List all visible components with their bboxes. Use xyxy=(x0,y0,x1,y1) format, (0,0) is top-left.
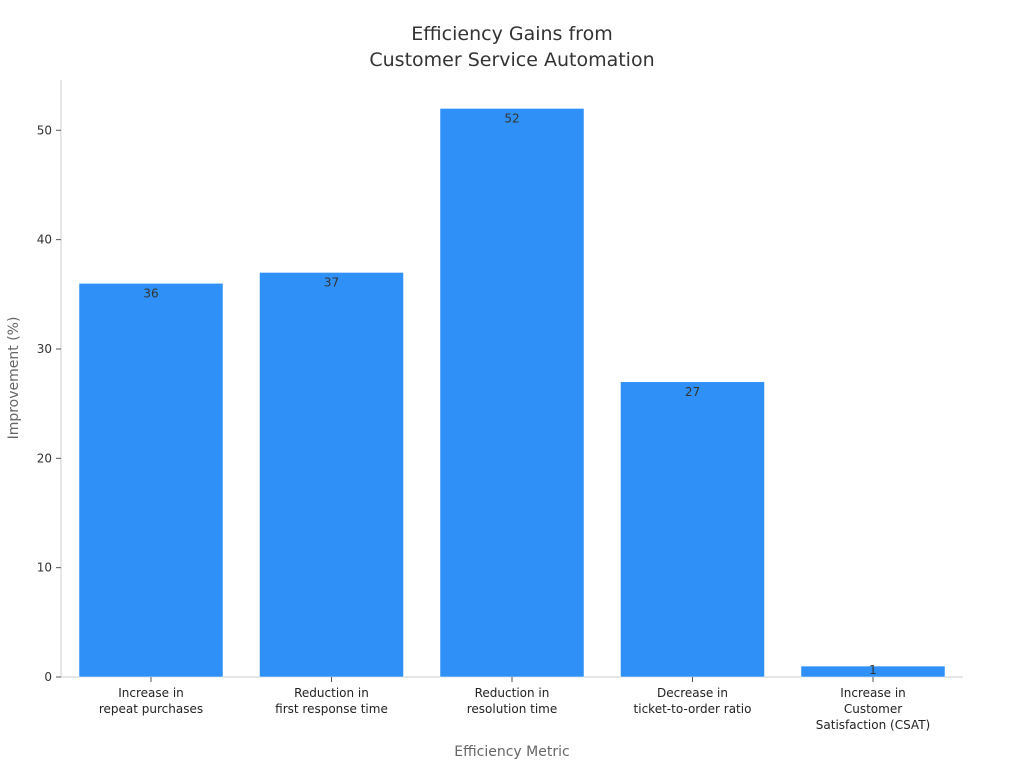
y-tick-label: 20 xyxy=(37,451,52,465)
x-tick-label: Decrease in xyxy=(657,686,728,700)
x-tick-label: Satisfaction (CSAT) xyxy=(816,718,930,732)
x-tick-label: Reduction in xyxy=(294,686,369,700)
x-tick-label: repeat purchases xyxy=(99,702,203,716)
chart-title: Efficiency Gains from Customer Service Au… xyxy=(369,23,654,71)
y-axis-ticks: 0 10 20 30 40 50 xyxy=(37,123,61,684)
x-tick-label: resolution time xyxy=(467,702,558,716)
bars: 36 37 52 27 1 xyxy=(78,108,946,678)
bar-data-label: 52 xyxy=(504,111,519,125)
bar-data-label: 37 xyxy=(324,275,339,289)
bar xyxy=(78,283,224,678)
x-axis-ticks: Increase in repeat purchases Reduction in f… xyxy=(99,677,930,732)
y-tick-label: 50 xyxy=(37,123,52,137)
bar-data-label: 1 xyxy=(869,663,877,677)
y-tick-label: 10 xyxy=(37,561,52,575)
x-tick-label: Increase in xyxy=(118,686,184,700)
chart-title-line: Efficiency Gains from xyxy=(411,23,612,45)
y-tick-label: 40 xyxy=(37,233,52,247)
x-tick-label: Increase in xyxy=(840,686,906,700)
bar xyxy=(439,108,585,678)
bar xyxy=(620,381,765,678)
x-tick-label: first response time xyxy=(275,702,388,716)
bar xyxy=(259,272,404,678)
chart-title-line: Customer Service Automation xyxy=(369,49,654,71)
x-axis-label: Efficiency Metric xyxy=(454,744,569,760)
y-axis-label: Improvement (%) xyxy=(6,317,22,440)
x-tick-label: Reduction in xyxy=(475,686,550,700)
bar-data-label: 27 xyxy=(685,385,700,399)
bar-data-label: 36 xyxy=(143,286,158,300)
x-tick-label: Customer xyxy=(844,702,902,716)
y-tick-label: 30 xyxy=(37,342,52,356)
y-tick-label: 0 xyxy=(44,670,52,684)
x-tick-label: ticket-to-order ratio xyxy=(634,702,752,716)
